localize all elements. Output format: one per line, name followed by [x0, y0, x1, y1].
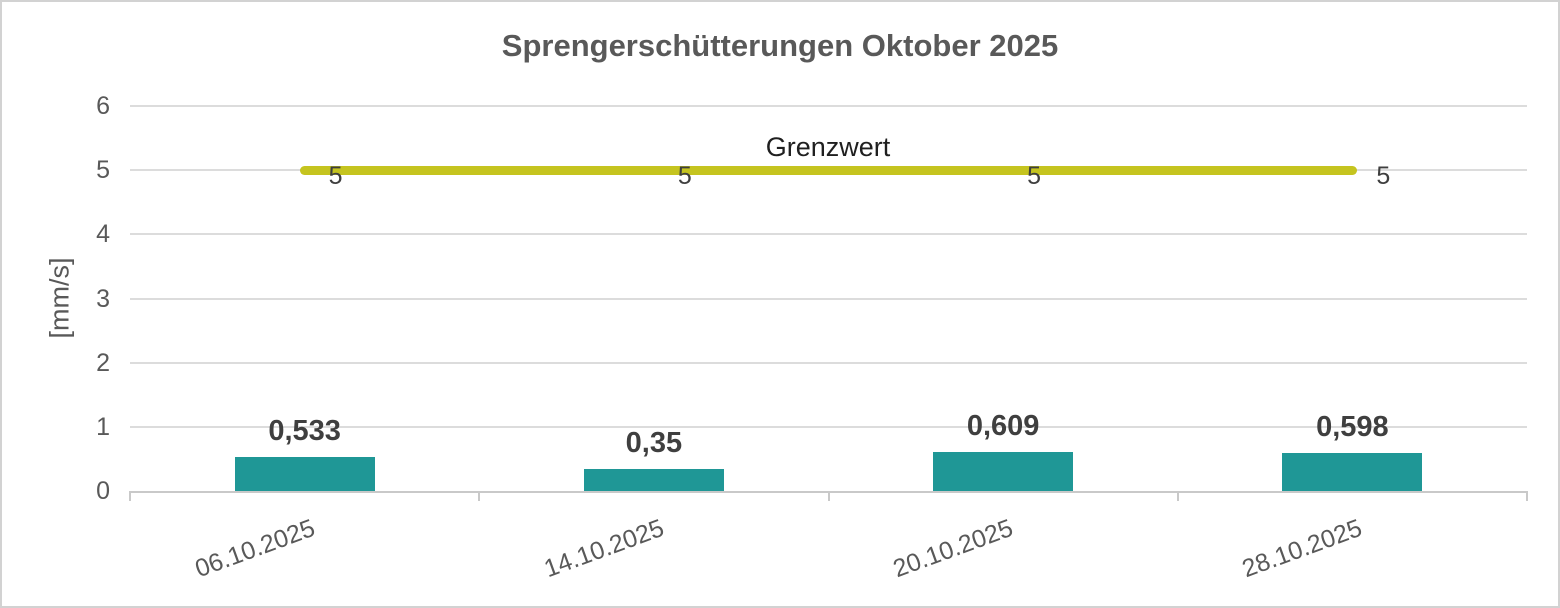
- bar: [234, 456, 375, 491]
- limit-point-label: 5: [1376, 162, 1391, 191]
- x-axis-label: 14.10.2025: [540, 514, 668, 584]
- x-axis-tick: [478, 491, 481, 501]
- y-tick-label: 1: [96, 412, 110, 441]
- bar: [933, 451, 1074, 491]
- y-tick-label: 0: [96, 477, 110, 505]
- bar-value-label: 0,533: [268, 414, 341, 447]
- y-tick-label: 4: [96, 220, 110, 249]
- x-axis-tick: [1176, 491, 1179, 501]
- y-tick-label: 6: [96, 92, 110, 120]
- x-axis-label: 28.10.2025: [1238, 514, 1366, 584]
- gridline: [130, 297, 1527, 300]
- x-axis-label: 20.10.2025: [889, 514, 1017, 584]
- bar-value-label: 0,598: [1316, 410, 1389, 443]
- gridline: [130, 361, 1527, 364]
- gridline: [130, 105, 1527, 107]
- bar-value-label: 0,35: [625, 426, 683, 459]
- limit-line: [299, 165, 1358, 175]
- limit-point-label: 5: [328, 162, 343, 191]
- limit-point-label: 5: [677, 162, 692, 191]
- x-axis-tick: [129, 491, 131, 501]
- bar-value-label: 0,609: [966, 409, 1040, 442]
- limit-line-series-label: Grenzwert: [765, 132, 891, 162]
- limit-point-label: 5: [1027, 162, 1042, 191]
- chart-title: Sprengerschütterungen Oktober 2025: [501, 28, 1059, 63]
- x-axis-tick: [1526, 491, 1528, 501]
- y-tick-label: 2: [96, 348, 110, 377]
- x-axis-label: 06.10.2025: [191, 514, 319, 584]
- y-tick-label: 3: [96, 284, 110, 313]
- bar: [1282, 452, 1423, 491]
- y-tick-label: 5: [96, 156, 110, 185]
- gridline: [130, 425, 1527, 428]
- x-axis-tick: [827, 491, 830, 501]
- bar: [583, 468, 724, 491]
- gridline: [130, 233, 1527, 236]
